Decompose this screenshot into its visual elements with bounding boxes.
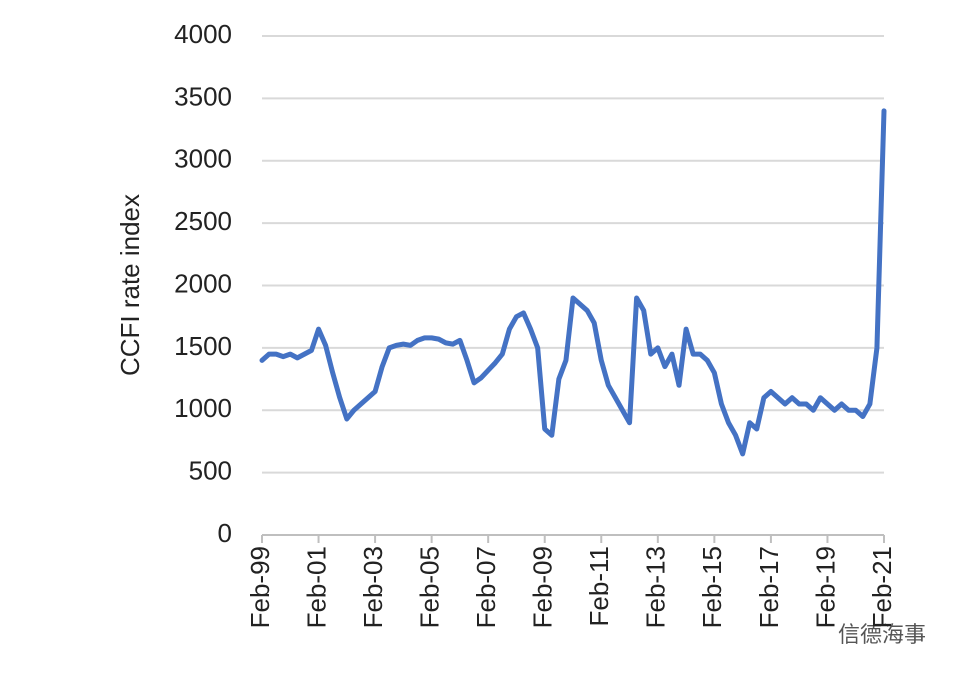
x-tick-label: Feb-03 [358, 546, 388, 628]
watermark: 信德海事 [838, 623, 926, 648]
x-tick-label: Feb-05 [415, 546, 445, 628]
y-tick-label: 1500 [174, 331, 232, 361]
x-tick-label: Feb-07 [471, 546, 501, 628]
x-tick-label: Feb-09 [528, 546, 558, 628]
x-tick-label: Feb-17 [754, 546, 784, 628]
x-tick-label: Feb-13 [641, 546, 671, 628]
y-tick-label: 3000 [174, 144, 232, 174]
x-tick-label: Feb-01 [301, 546, 331, 628]
x-tick-label: Feb-11 [584, 546, 614, 626]
y-tick-label: 4000 [174, 19, 232, 49]
y-tick-label: 2000 [174, 268, 232, 298]
y-tick-label: 2500 [174, 206, 232, 236]
x-tick-label: Feb-19 [810, 546, 840, 628]
y-axis-label: CCFI rate index [115, 194, 145, 376]
y-tick-label: 0 [218, 518, 232, 548]
y-tick-label: 1000 [174, 393, 232, 423]
line [259, 108, 887, 457]
y-tick-label: 500 [189, 456, 232, 486]
x-tick-label: Feb-15 [697, 546, 727, 628]
x-tick-label: Feb-99 [245, 546, 275, 628]
y-tick-label: 3500 [174, 81, 232, 111]
x-tick-label: Feb-21 [867, 546, 897, 628]
